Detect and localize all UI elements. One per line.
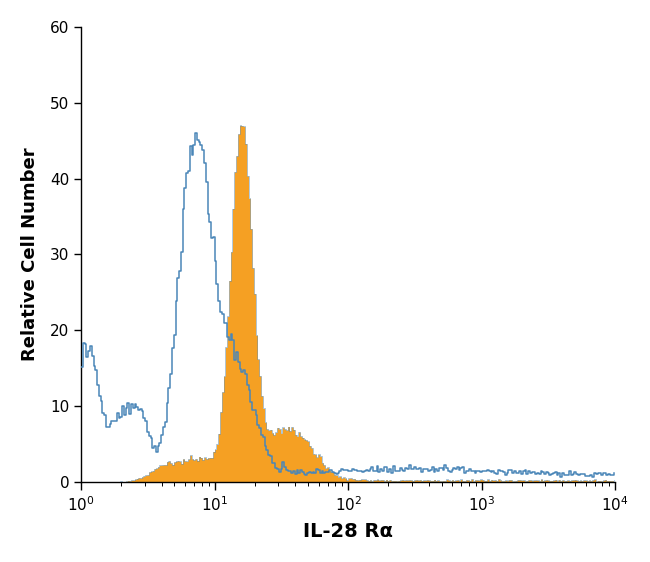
Y-axis label: Relative Cell Number: Relative Cell Number <box>21 148 39 361</box>
X-axis label: IL-28 Rα: IL-28 Rα <box>304 522 393 541</box>
